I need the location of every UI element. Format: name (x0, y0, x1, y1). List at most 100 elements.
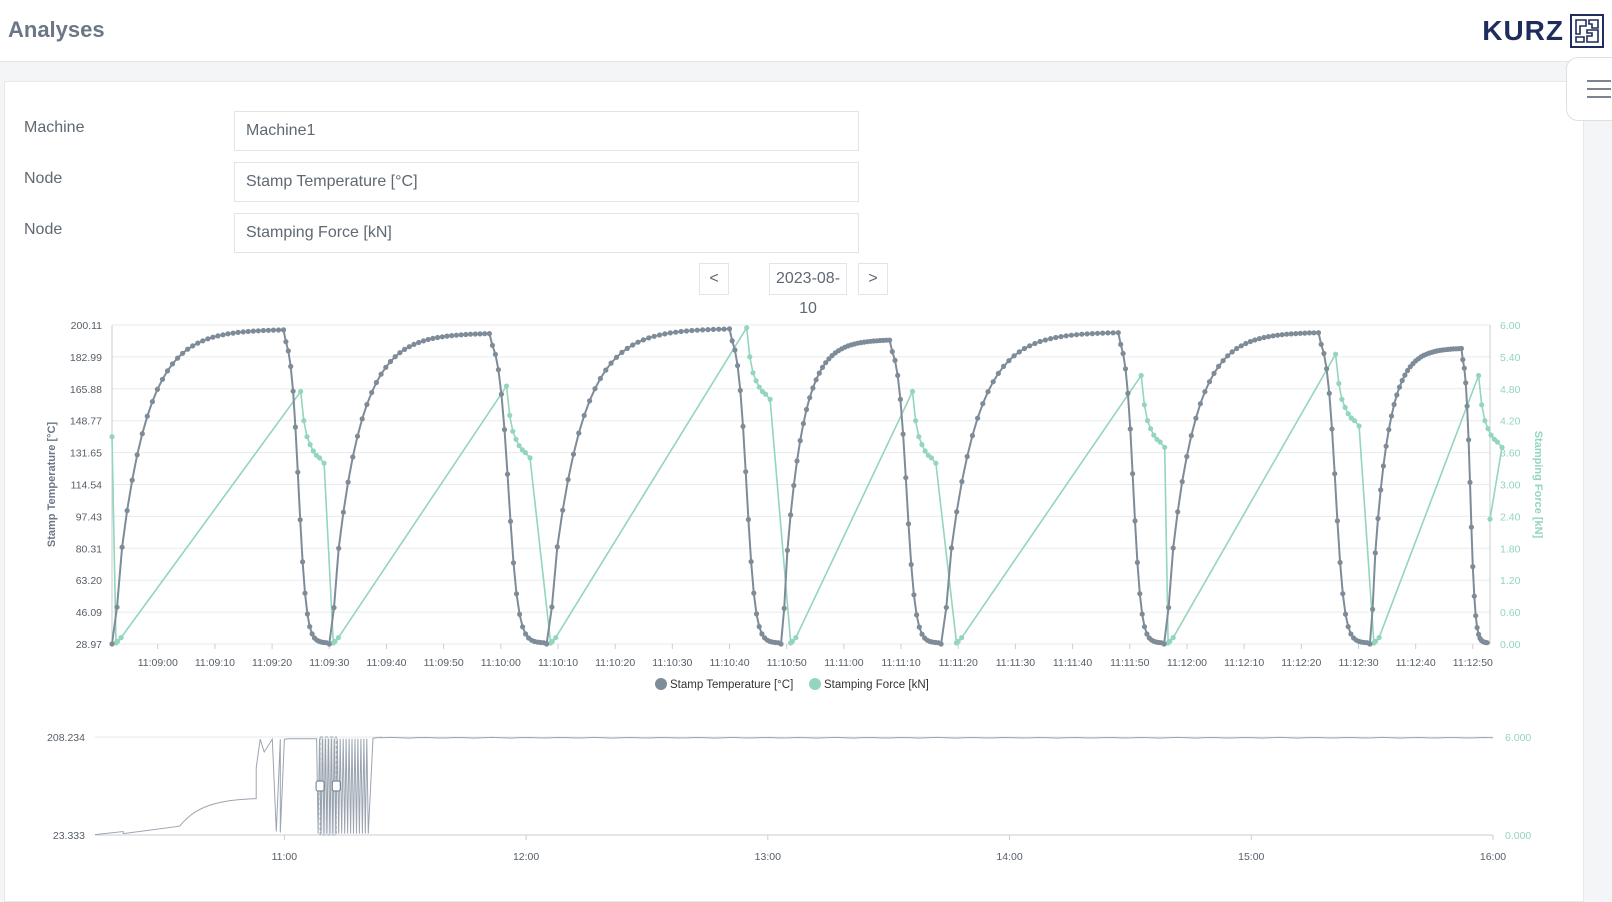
overview-x-tick-label: 15:00 (1238, 851, 1264, 863)
force-point (321, 460, 327, 466)
temperature-point (215, 333, 221, 339)
temperature-point (1468, 524, 1474, 530)
temperature-point (748, 559, 754, 565)
temperature-point (640, 337, 647, 343)
temperature-point (297, 517, 303, 523)
temperature-point (903, 475, 909, 481)
temperature-point (916, 624, 922, 630)
force-point (767, 396, 773, 402)
chart-legend[interactable]: Stamp Temperature [°C] Stamping Force [k… (655, 678, 929, 691)
date-field[interactable]: 2023-08-10 (769, 263, 847, 317)
temperature-point (678, 328, 684, 335)
temperature-point (350, 454, 356, 460)
node2-select[interactable]: Stamping Force [kN] (234, 213, 859, 253)
temperature-point (406, 344, 412, 350)
temperature-point (1021, 345, 1028, 352)
temperature-point (1275, 332, 1281, 338)
force-point (503, 383, 510, 389)
force-point (747, 354, 753, 360)
temperature-point (1256, 336, 1262, 342)
kurz-logo[interactable]: KURZ (1482, 14, 1604, 48)
temperature-point (729, 338, 735, 344)
x-tick-label: 11:12:30 (1338, 657, 1378, 669)
force-point (1148, 426, 1154, 432)
x-tick-label: 11:11:30 (996, 657, 1035, 669)
force-point (1482, 418, 1488, 424)
force-point (1336, 380, 1342, 387)
temperature-point (435, 334, 441, 341)
temperature-point (139, 431, 145, 437)
temperature-point (144, 413, 150, 419)
temperature-point (1100, 330, 1106, 336)
temperature-point (109, 641, 115, 647)
temperature-point (129, 477, 135, 483)
temperature-point (1125, 390, 1131, 396)
y2-tick-label: 0.60 (1500, 607, 1521, 619)
temperature-point (495, 367, 501, 373)
temperature-point (1179, 479, 1185, 485)
overview-y-tick-label: 23.333 (53, 830, 85, 842)
x-tick-label: 11:10:10 (538, 657, 578, 669)
temperature-point (995, 370, 1002, 376)
y-axis-label: Stamp Temperature [°C] (46, 422, 58, 548)
force-point (959, 635, 965, 641)
temperature-point (576, 430, 582, 436)
temperature-point (124, 508, 130, 514)
temperature-point (260, 327, 266, 334)
overview-x-ticks: 11:00 12:00 13:00 14:00 15:00 16:00 (272, 835, 1506, 863)
force-point (1157, 439, 1163, 445)
force-point (1499, 444, 1505, 450)
temperature-point (295, 469, 301, 475)
temperature-point (613, 354, 620, 360)
overview-series (94, 736, 1494, 836)
temperature-point (392, 354, 398, 360)
y2-tick-label: 5.40 (1500, 352, 1521, 364)
main-chart[interactable]: 200.11 182.99 165.88 148.77 131.65 114.54 97.4… (0, 305, 1612, 705)
temperature-point (985, 389, 991, 395)
force-point (1373, 638, 1379, 644)
machine-select[interactable]: Machine1 (234, 111, 859, 151)
next-date-button[interactable]: > (858, 263, 888, 295)
temperature-point (740, 423, 746, 429)
force-point (516, 443, 522, 449)
temperature-point (759, 631, 765, 637)
temperature-point (309, 631, 315, 637)
temperature-point (889, 349, 895, 355)
temperature-point (280, 327, 287, 333)
overview-selection[interactable] (315, 736, 341, 836)
temperature-point (745, 516, 752, 523)
temperature-point (819, 364, 826, 370)
temperature-point (373, 379, 379, 386)
legend-marker-temperature (655, 678, 667, 690)
legend-label-temperature[interactable]: Stamp Temperature [°C] (670, 679, 793, 691)
force-point (1138, 372, 1144, 379)
force-point (304, 434, 310, 440)
temperature-point (630, 342, 636, 348)
y-tick-label: 63.20 (76, 575, 102, 587)
main-chart-y2-ticks: 6.00 5.40 4.80 4.20 3.60 3.00 2.40 1.80 1.20 0.60… (1500, 320, 1521, 651)
y-tick-label: 182.99 (70, 352, 102, 364)
temperature-point (1225, 353, 1231, 359)
page-title: Analyses (8, 17, 105, 42)
temperature-point (1211, 370, 1217, 376)
temperature-point (737, 387, 743, 393)
node1-select[interactable]: Stamp Temperature [°C] (234, 162, 859, 202)
menu-button[interactable] (1566, 57, 1612, 121)
force-point (916, 434, 922, 440)
temperature-point (1188, 433, 1194, 439)
legend-label-force[interactable]: Stamping Force [kN] (824, 679, 929, 691)
x-tick-label: 11:12:10 (1224, 657, 1264, 669)
temperature-point (180, 350, 186, 356)
temperature-point (1284, 331, 1290, 337)
overview-x-tick-label: 12:00 (513, 851, 539, 863)
temperature-point (778, 641, 784, 647)
prev-date-button[interactable]: < (699, 263, 729, 295)
temperature-point (1089, 331, 1095, 337)
temperature-point (1337, 559, 1343, 566)
overview-x-tick-label: 16:00 (1480, 851, 1506, 863)
temperature-point (420, 338, 427, 344)
force-point (1167, 638, 1173, 644)
x-tick-label: 11:10:50 (767, 657, 807, 669)
temperature-point (791, 482, 797, 489)
